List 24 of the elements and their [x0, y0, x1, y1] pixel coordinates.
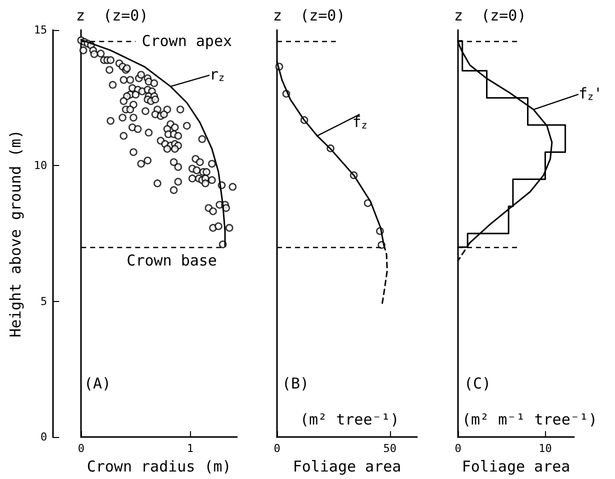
x-tick-label: 1 [186, 442, 194, 456]
y-tick-label: 15 [34, 24, 48, 36]
x-tick-label: 50 [383, 442, 397, 456]
text: z (z=0) [273, 6, 346, 24]
x-tick-label: 10 [538, 442, 552, 456]
annotation: (A) [84, 374, 112, 392]
y-tick-label: 0 [40, 430, 48, 444]
ref-line-label: Crown apex [142, 32, 232, 50]
annotation: (m² m⁻¹ tree⁻¹) [462, 410, 598, 428]
x-axis-title: Crown radius (m) [86, 458, 232, 476]
x-tick-label: 0 [78, 442, 84, 456]
annotation: (C) [464, 374, 492, 392]
y-tick-label: 10 [34, 159, 48, 172]
x-axis-title: Foliage area [292, 458, 402, 476]
ref-line-label: Crown base [126, 252, 217, 270]
x-axis-title: Foliage area [462, 458, 570, 476]
annotation: (m² tree⁻¹) [300, 410, 400, 428]
x-tick-label: 0 [454, 442, 462, 456]
annotation: (B) [282, 374, 310, 392]
x-tick-label: 0 [274, 442, 280, 456]
y-tick-label: 5 [40, 294, 48, 308]
text: z (z=0) [454, 6, 526, 24]
text: z (z=0) [76, 6, 148, 24]
y-axis-title: Height above ground (m) [6, 130, 24, 338]
